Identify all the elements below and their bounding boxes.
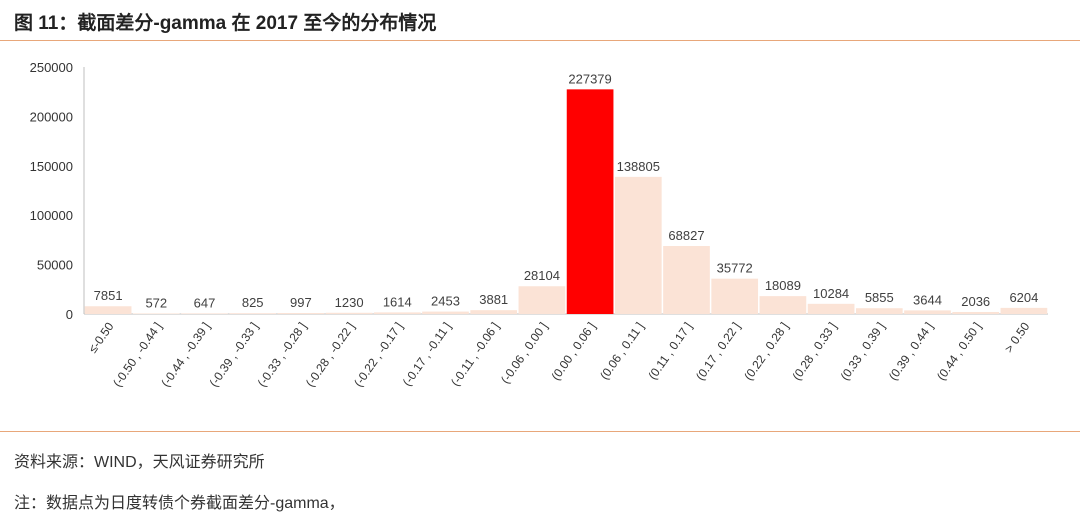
bottom-divider bbox=[0, 431, 1080, 432]
x-tick-label: (0.11 , 0.17 ] bbox=[645, 320, 695, 383]
x-tick-label: (-0.39 , -0.33 ] bbox=[206, 320, 261, 390]
top-divider bbox=[0, 40, 1080, 41]
data-label: 3881 bbox=[479, 292, 508, 307]
data-label: 5855 bbox=[865, 290, 894, 305]
x-tick-label: (0.28 , 0.33 ] bbox=[789, 320, 839, 383]
bar bbox=[663, 245, 710, 314]
bar bbox=[229, 313, 277, 314]
y-tick-label: 50000 bbox=[37, 258, 73, 273]
x-tick-label: (-0.33 , -0.28 ] bbox=[255, 320, 310, 390]
x-tick-label: (0.33 , 0.39 ] bbox=[838, 320, 888, 383]
data-label: 7851 bbox=[94, 288, 123, 303]
x-tick-label: (-0.11 , -0.06 ] bbox=[448, 320, 502, 389]
data-label: 1614 bbox=[383, 294, 412, 309]
distribution-bar-chart: 0 50000 100000 150000 200000 250000 7851 572 64… bbox=[30, 60, 1048, 389]
x-tick-label: (-0.44 , -0.39 ] bbox=[158, 320, 213, 390]
x-tick-label: (0.17 , 0.22 ] bbox=[693, 320, 743, 383]
figure-title: 图 11：截面差分-gamma 在 2017 至今的分布情况 bbox=[14, 13, 437, 34]
bar bbox=[759, 296, 807, 314]
bar bbox=[373, 312, 421, 314]
data-label: 28104 bbox=[524, 268, 560, 283]
x-tick-label: (0.00 , 0.06 ] bbox=[548, 320, 598, 383]
data-label: 2036 bbox=[961, 294, 990, 309]
data-label: 825 bbox=[242, 295, 264, 310]
data-label: 3644 bbox=[913, 292, 942, 307]
data-label: 6204 bbox=[1009, 290, 1038, 305]
bar bbox=[904, 310, 951, 314]
data-label: 572 bbox=[145, 295, 167, 310]
data-label: 35772 bbox=[717, 261, 753, 276]
x-tick-label: (0.22 , 0.28 ] bbox=[741, 320, 791, 383]
x-tick-label: (0.39 , 0.44 ] bbox=[886, 320, 936, 383]
bar bbox=[807, 303, 855, 314]
bar bbox=[952, 311, 1000, 314]
bar bbox=[566, 89, 614, 314]
x-tick-label: (-0.28 , -0.22 ] bbox=[303, 320, 358, 390]
bar bbox=[84, 306, 132, 314]
x-tick-label: (-0.06 , 0.00 ] bbox=[498, 320, 550, 386]
bar bbox=[518, 286, 566, 314]
bar bbox=[181, 313, 228, 314]
data-label: 1230 bbox=[335, 295, 364, 310]
data-label: 68827 bbox=[668, 228, 704, 243]
y-tick-label: 100000 bbox=[30, 208, 73, 223]
y-tick-label: 0 bbox=[66, 307, 73, 322]
bars bbox=[84, 89, 1048, 314]
data-label: 138805 bbox=[617, 159, 660, 174]
x-tick-label: (-0.50 , -0.44 ] bbox=[110, 320, 165, 390]
x-tick-label: (0.44 , 0.50 ] bbox=[934, 320, 984, 383]
bar bbox=[470, 310, 518, 314]
x-tick-label: (-0.17 , -0.11 ] bbox=[400, 320, 454, 389]
y-tick-label: 150000 bbox=[30, 159, 73, 174]
data-label: 227379 bbox=[568, 71, 611, 86]
x-tick-label: > 0.50 bbox=[1002, 319, 1033, 355]
bar bbox=[711, 278, 759, 314]
y-tick-label: 250000 bbox=[30, 60, 73, 75]
bar bbox=[325, 312, 373, 314]
bar bbox=[855, 308, 903, 314]
y-tick-label: 200000 bbox=[30, 109, 73, 124]
bar bbox=[277, 313, 325, 314]
x-tick-label: ≤-0.50 bbox=[86, 319, 117, 355]
data-labels: 7851 572 647 825 997 1230 1614 2453 3881 28104 227… bbox=[94, 71, 1039, 310]
bar bbox=[422, 311, 469, 314]
data-label: 10284 bbox=[813, 286, 849, 301]
x-tick-label: (0.06 , 0.11 ] bbox=[597, 320, 647, 383]
data-label: 647 bbox=[194, 295, 216, 310]
source-note: 资料来源：WIND，天风证券研究所 bbox=[14, 454, 265, 471]
bar bbox=[614, 176, 662, 314]
remark-note: 注：数据点为日度转债个券截面差分-gamma， bbox=[14, 495, 345, 512]
data-label: 18089 bbox=[765, 278, 801, 293]
x-tick-label: (-0.22 , -0.17 ] bbox=[351, 320, 406, 390]
x-tick-labels: ≤-0.50(-0.50 , -0.44 ](-0.44 , -0.39 ](-… bbox=[86, 319, 1033, 389]
bar bbox=[1000, 307, 1048, 314]
bar bbox=[132, 313, 180, 314]
data-label: 2453 bbox=[431, 294, 460, 309]
data-label: 997 bbox=[290, 295, 312, 310]
